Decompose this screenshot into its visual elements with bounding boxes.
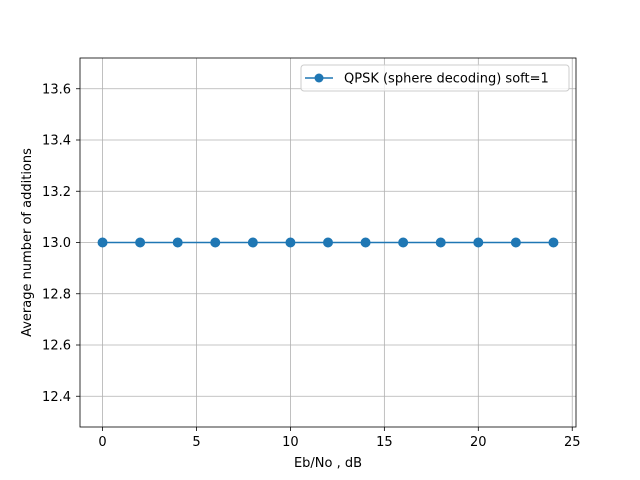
y-tick-label: 12.4 [42,390,71,405]
y-tick-label: 12.6 [42,339,71,354]
data-point [548,237,559,248]
y-axis-label: Average number of additions [20,148,35,337]
data-point [360,237,371,248]
x-tick-label: 25 [564,435,581,450]
legend: QPSK (sphere decoding) soft=1 [300,64,570,92]
x-tick-label: 20 [470,435,487,450]
data-point [247,237,258,248]
series-layer [97,237,559,248]
data-point [510,237,521,248]
data-point [97,237,108,248]
data-point [398,237,409,248]
y-tick-label: 13.6 [42,82,71,97]
y-tick-label: 12.8 [42,287,71,302]
x-axis-label: Eb/No , dB [294,456,362,471]
legend-box [300,64,570,92]
data-point [473,237,484,248]
data-point [435,237,446,248]
x-tick-label: 15 [376,435,393,450]
data-point [285,237,296,248]
ticks: 0 5 10 15 20 25 12.4 12.6 12.8 13.0 13.2 13.4 13.6 [42,82,580,450]
data-point [210,237,221,248]
y-tick-label: 13.0 [42,236,71,251]
legend-entry-label: QPSK (sphere decoding) soft=1 [344,72,549,87]
data-point [172,237,183,248]
data-point [135,237,146,248]
x-tick-label: 5 [192,435,200,450]
y-tick-label: 13.4 [42,134,71,149]
data-point [323,237,333,248]
x-tick-label: 10 [282,435,299,450]
legend-marker-swatch [314,73,324,83]
y-tick-label: 13.2 [42,185,71,200]
x-tick-label: 0 [98,435,106,450]
